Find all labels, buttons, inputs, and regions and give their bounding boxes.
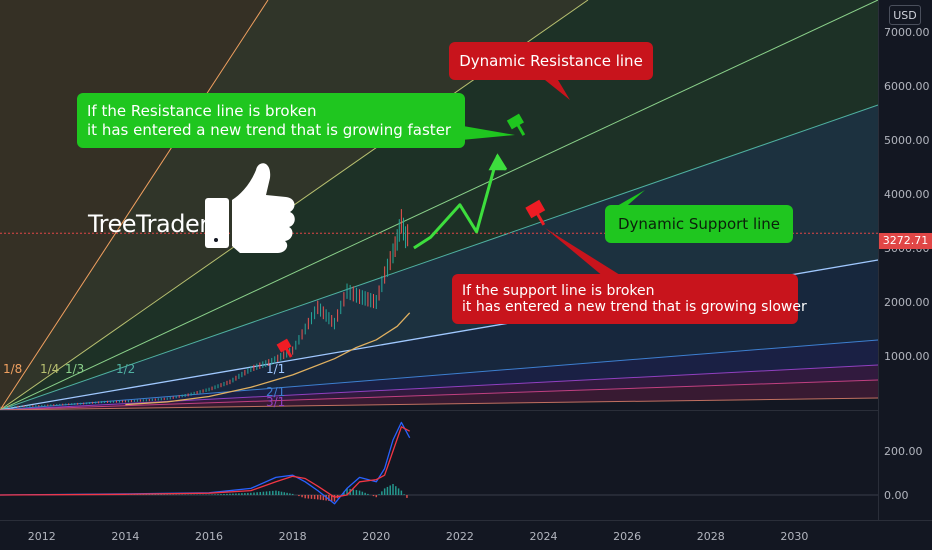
time-tick-label: 2016 bbox=[195, 530, 223, 543]
resistance-note-line2: it has entered a new trend that is growi… bbox=[87, 121, 452, 139]
fan-labels: 1/8 1/4 1/3 1/2 1/1 2/13/1 bbox=[3, 362, 285, 409]
macd-plot bbox=[0, 421, 878, 505]
time-tick-label: 2026 bbox=[613, 530, 641, 543]
currency-button[interactable]: USD bbox=[889, 5, 921, 25]
fan-line-8-1 bbox=[0, 397, 879, 411]
time-tick-label: 2028 bbox=[697, 530, 725, 543]
price-axis-ticks: 1000.002000.003000.004000.005000.006000.… bbox=[884, 26, 930, 363]
fan-line-4-1 bbox=[0, 379, 879, 411]
time-tick-label: 2030 bbox=[780, 530, 808, 543]
gann-fan bbox=[0, 0, 879, 411]
fan-line-1-3 bbox=[0, 0, 879, 411]
price-tick-label: 5000.00 bbox=[884, 134, 930, 147]
macd-axis-ticks: 200.00 0.00 bbox=[884, 445, 923, 502]
thumbs-up-icon bbox=[205, 163, 295, 253]
time-tick-label: 2020 bbox=[362, 530, 390, 543]
price-tick-label: 7000.00 bbox=[884, 26, 930, 39]
resistance-title: Dynamic Resistance line bbox=[459, 52, 643, 70]
fan-label: 2/1 bbox=[266, 385, 285, 399]
macd-tick-label: 200.00 bbox=[884, 445, 923, 458]
signal-line bbox=[0, 426, 411, 498]
price-tick-label: 4000.00 bbox=[884, 188, 930, 201]
price-plot bbox=[0, 153, 508, 409]
support-note-pointer bbox=[545, 228, 628, 282]
time-axis-ticks: 2012 2014 2016 2018 2020 2022 2024 2026 2028 2030 bbox=[28, 530, 809, 543]
time-tick-label: 2018 bbox=[279, 530, 307, 543]
price-tick-label: 1000.00 bbox=[884, 350, 930, 363]
support-note[interactable]: If the support line is broken it has ent… bbox=[452, 274, 807, 324]
time-tick-label: 2014 bbox=[111, 530, 139, 543]
fan-line-3-1 bbox=[0, 364, 879, 411]
fan-label: 1/1 bbox=[266, 362, 285, 376]
support-callout[interactable]: Dynamic Support line bbox=[605, 205, 793, 243]
fan-label: 1/8 bbox=[3, 362, 22, 376]
moving-average-line bbox=[125, 312, 411, 406]
projection-arrowhead bbox=[488, 153, 507, 171]
price-tick-label: 2000.00 bbox=[884, 296, 930, 309]
time-tick-label: 2022 bbox=[446, 530, 474, 543]
time-tick-label: 2024 bbox=[530, 530, 558, 543]
resistance-callout[interactable]: Dynamic Resistance line bbox=[449, 42, 653, 80]
macd-line bbox=[0, 421, 411, 505]
red-hammer-small-icon bbox=[276, 338, 293, 358]
fan-label: 1/4 bbox=[40, 362, 59, 376]
fan-line-1-2 bbox=[0, 104, 879, 411]
support-note-line2: it has entered a new trend that is growi… bbox=[462, 299, 807, 315]
resistance-callout-pointer bbox=[545, 75, 570, 100]
red-hammer-icon bbox=[525, 199, 546, 226]
time-tick-label: 2012 bbox=[28, 530, 56, 543]
fan-label: 3/1 bbox=[266, 395, 285, 409]
resistance-note-line1: If the Resistance line is broken bbox=[87, 102, 317, 120]
fan-line-1-8 bbox=[0, 0, 269, 411]
support-title: Dynamic Support line bbox=[617, 215, 781, 233]
fan-label: 1/3 bbox=[65, 362, 84, 376]
fan-label: 1/2 bbox=[116, 362, 135, 376]
support-note-line1: If the support line is broken bbox=[462, 283, 655, 299]
price-tick-label: 6000.00 bbox=[884, 80, 930, 93]
resistance-note[interactable]: If the Resistance line is broken it has … bbox=[77, 93, 465, 148]
fan-line-2-1 bbox=[0, 339, 879, 411]
macd-tick-label: 0.00 bbox=[884, 489, 909, 502]
green-hammer-icon bbox=[506, 113, 526, 136]
last-price-label: 3272.71 bbox=[879, 233, 932, 249]
watermark-text: TreeTrader bbox=[88, 210, 209, 238]
